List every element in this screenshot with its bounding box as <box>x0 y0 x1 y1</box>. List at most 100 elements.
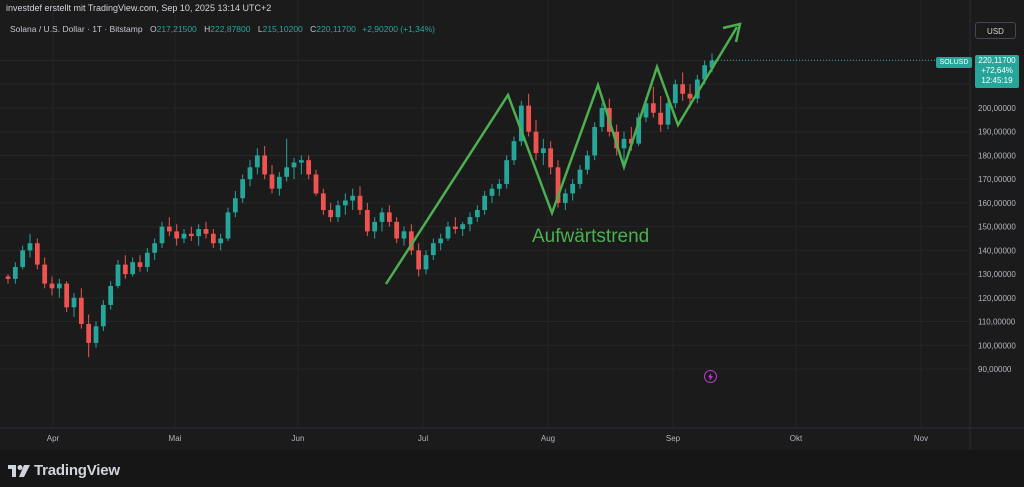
symbol-tag: SOLUSD <box>936 57 972 68</box>
bar-countdown: 12:45:19 <box>981 76 1013 85</box>
y-tick-label: 180,00000 <box>978 151 1016 160</box>
candle-body <box>320 193 326 211</box>
candle-body <box>394 221 400 239</box>
candle-body <box>291 162 297 168</box>
candle-body <box>364 210 370 232</box>
candle-body <box>86 323 92 343</box>
candle-body <box>511 141 517 161</box>
legend-close-label: C <box>310 24 317 34</box>
trend-zigzag <box>384 26 739 285</box>
y-tick-label: 120,00000 <box>978 294 1016 303</box>
candle-body <box>166 226 172 232</box>
candle-body <box>467 217 473 225</box>
brand-name: TradingView <box>34 462 120 479</box>
last-price: 220,11700 <box>978 56 1016 65</box>
y-tick-label: 100,00000 <box>978 341 1016 350</box>
x-tick-label: Mai <box>169 434 182 443</box>
y-tick-label: 90,00000 <box>978 365 1012 374</box>
candle-body <box>159 226 165 244</box>
candle-body <box>423 255 429 270</box>
x-tick-label: Jun <box>292 434 305 443</box>
candle-body <box>577 169 583 184</box>
grid <box>0 0 1024 450</box>
candle-body <box>496 183 502 189</box>
candle-body <box>64 283 70 308</box>
y-tick-label: 160,00000 <box>978 199 1016 208</box>
legend-close-value: 220,11700 <box>316 24 356 34</box>
candle-body <box>306 160 312 175</box>
candle-body <box>144 252 150 267</box>
candle-body <box>27 243 33 251</box>
candle-body <box>284 167 290 177</box>
candle-body <box>276 176 282 189</box>
candle-body <box>115 264 121 286</box>
candle-body <box>269 174 275 189</box>
candle-body <box>416 250 422 270</box>
candle-body <box>438 238 444 244</box>
y-tick-label: 190,00000 <box>978 128 1016 137</box>
legend-symbol: Solana / U.S. Dollar · 1T · Bitstamp <box>10 24 143 34</box>
candle-body <box>328 210 334 218</box>
y-tick-label: 150,00000 <box>978 223 1016 232</box>
candle-body <box>108 285 114 305</box>
legend-high-label: H <box>204 24 211 34</box>
candle-body <box>49 283 55 289</box>
candle-body <box>482 195 488 211</box>
last-price-tag: 220,11700 +72,64% 12:45:19 <box>975 55 1019 88</box>
candle-body <box>34 243 40 265</box>
candle-body <box>262 155 268 175</box>
candle-body <box>445 226 451 239</box>
candle-body <box>592 126 598 156</box>
x-tick-label: Sep <box>666 434 681 443</box>
candle-body <box>210 233 216 244</box>
candle-body <box>709 60 715 68</box>
lightning-icon[interactable] <box>704 370 717 383</box>
candle-body <box>694 79 700 99</box>
trend-annotation <box>384 22 742 285</box>
x-axis: Apr Mai Jun Jul Aug Sep Okt Nov <box>47 434 928 443</box>
candle-body <box>650 103 656 113</box>
candle-body <box>313 174 319 194</box>
candle-body <box>5 276 11 279</box>
legend-low-value: 215,10200 <box>262 24 303 34</box>
candle-body <box>78 297 84 324</box>
candle-body <box>643 103 649 118</box>
candle-body <box>401 231 407 239</box>
candle-body <box>665 103 671 125</box>
x-tick-label: Aug <box>541 434 555 443</box>
candle-body <box>702 65 708 80</box>
author-line: investdef erstellt mit TradingView.com, … <box>6 3 271 13</box>
candle-body <box>636 117 642 144</box>
candle-body <box>93 326 99 343</box>
tradingview-logo[interactable]: TradingView <box>8 462 120 479</box>
candles <box>5 53 715 358</box>
candle-body <box>181 233 187 239</box>
candle-body <box>372 221 378 232</box>
candle-body <box>540 148 546 154</box>
candle-body <box>232 198 238 213</box>
footer <box>0 450 1024 487</box>
candle-body <box>42 264 48 284</box>
candle-body <box>570 183 576 194</box>
candle-body <box>298 160 304 163</box>
candle-body <box>203 229 209 234</box>
candle-body <box>56 283 62 289</box>
y-tick-label: 200,00000 <box>978 104 1016 113</box>
candle-body <box>408 231 414 251</box>
price-change-pct: +72,64% <box>981 66 1013 75</box>
currency-button[interactable]: USD <box>975 22 1016 39</box>
legend-open-value: 217,21500 <box>156 24 197 34</box>
candle-body <box>174 231 180 239</box>
candle-body <box>430 243 436 256</box>
candle-body <box>254 155 260 168</box>
candle-body <box>225 212 231 239</box>
legend-low-label: L <box>257 24 263 34</box>
candle-body <box>152 243 158 253</box>
legend-high-value: 222,87800 <box>210 24 251 34</box>
candle-body <box>548 148 554 168</box>
candle-body <box>122 264 128 275</box>
candle-body <box>687 93 693 99</box>
candle-body <box>474 210 480 218</box>
